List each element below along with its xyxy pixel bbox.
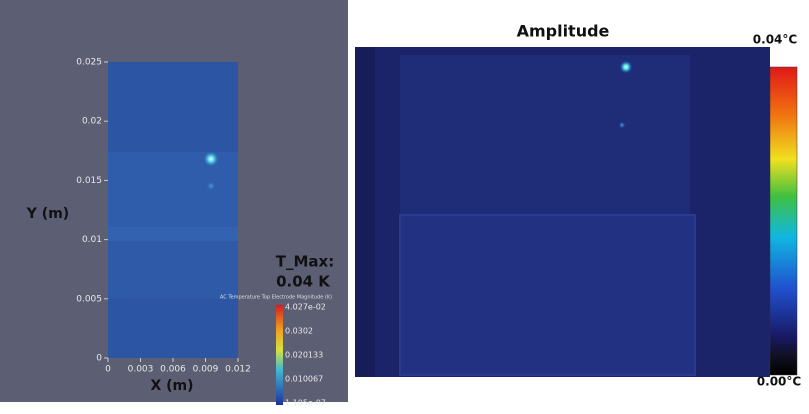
colorbar xyxy=(770,67,797,375)
colorbar-label: 0.0302 xyxy=(285,327,313,336)
y-tick-label: 0.015 xyxy=(76,176,102,186)
x-tick-label: 0.009 xyxy=(193,365,219,375)
t-max-value: 0.04 K xyxy=(276,273,331,291)
hot-spot xyxy=(619,122,626,129)
region xyxy=(400,215,695,375)
hot-spot xyxy=(619,60,633,74)
y-tick-label: 0.005 xyxy=(76,294,102,304)
colorbar-label: 4.027e-02 xyxy=(285,303,326,312)
band xyxy=(108,152,238,227)
colorbar-max: 0.04°C xyxy=(753,33,798,47)
x-tick-label: 0.003 xyxy=(128,365,154,375)
x-tick-label: 0 xyxy=(105,365,111,375)
y-tick-label: 0.02 xyxy=(82,117,102,127)
thermal-image: Amplitude 0.04°C 0.00°C xyxy=(355,22,801,389)
figure: Y (m) X (m) T_Max: 0.04 K AC Temperature… xyxy=(0,0,809,410)
region xyxy=(355,47,375,377)
band xyxy=(108,227,238,241)
colorbar-label: 0.010067 xyxy=(285,375,323,384)
x-axis-label: X (m) xyxy=(150,378,193,394)
y-tick-label: 0 xyxy=(96,354,102,364)
region xyxy=(400,55,690,215)
page: Y (m) X (m) T_Max: 0.04 K AC Temperature… xyxy=(0,0,809,410)
colorbar-min: 0.00°C xyxy=(757,375,802,389)
colorbar-label: 0.020133 xyxy=(285,351,323,360)
x-tick-label: 0.012 xyxy=(225,365,251,375)
t-max-label: T_Max: xyxy=(276,253,334,271)
y-axis-label: Y (m) xyxy=(26,206,69,222)
y-tick-label: 0.025 xyxy=(76,58,102,68)
colorbar-title: AC Temperature Top Electrode Magnitude (… xyxy=(220,295,332,301)
hot-spot xyxy=(206,181,216,191)
image-title: Amplitude xyxy=(517,22,610,41)
colorbar-label: 1.105e-07 xyxy=(285,399,326,408)
x-tick-label: 0.006 xyxy=(160,365,186,375)
band xyxy=(108,241,238,299)
colorbar xyxy=(276,305,283,405)
y-tick-label: 0.01 xyxy=(82,235,102,245)
hot-spot xyxy=(203,151,219,167)
